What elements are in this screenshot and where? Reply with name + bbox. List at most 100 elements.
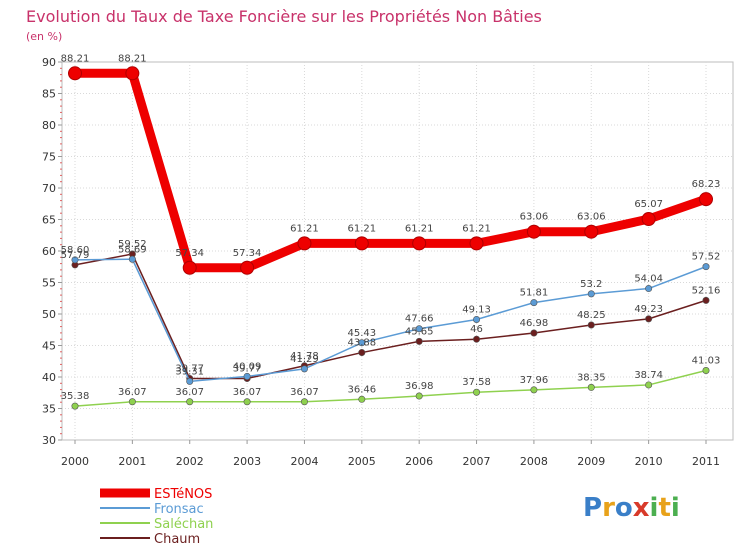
y-tick-label: 40	[42, 371, 56, 384]
data-point	[300, 365, 308, 373]
data-point	[702, 367, 710, 375]
data-point	[415, 392, 423, 400]
data-point	[128, 398, 136, 406]
data-point	[530, 299, 538, 307]
data-point	[300, 398, 308, 406]
y-tick-label: 50	[42, 308, 56, 321]
data-point	[68, 66, 82, 81]
data-label: 39.77	[233, 363, 262, 374]
data-label: 88.21	[61, 53, 90, 64]
data-point	[186, 398, 194, 406]
data-label: 57.34	[175, 248, 204, 259]
x-tick-label: 2005	[348, 455, 376, 468]
data-label: 54.04	[634, 274, 663, 285]
data-label: 61.21	[290, 223, 319, 234]
data-point	[702, 296, 710, 304]
data-label: 47.66	[405, 314, 434, 325]
data-label: 35.38	[61, 391, 90, 402]
data-point	[530, 386, 538, 394]
data-label: 57.52	[692, 252, 721, 263]
data-label: 46	[470, 324, 483, 335]
data-point	[645, 381, 653, 389]
data-label: 53.2	[580, 279, 602, 290]
data-label: 36.07	[175, 387, 204, 398]
data-label: 39.31	[175, 366, 204, 377]
legend-label: Saléchan	[154, 517, 213, 532]
data-label: 49.23	[634, 304, 663, 315]
y-tick-label: 75	[42, 151, 56, 164]
data-point	[587, 321, 595, 329]
x-tick-label: 2009	[577, 455, 605, 468]
x-tick-label: 2000	[61, 455, 89, 468]
y-tick-label: 45	[42, 340, 56, 353]
data-point	[358, 395, 366, 403]
x-tick-label: 2001	[118, 455, 146, 468]
data-point	[587, 383, 595, 391]
x-tick-label: 2007	[463, 455, 491, 468]
y-tick-label: 60	[42, 245, 56, 258]
data-label: 43.88	[347, 338, 376, 349]
x-tick-label: 2011	[692, 455, 720, 468]
series-line-esténos	[75, 68, 708, 273]
data-point	[702, 263, 710, 271]
data-label: 45.65	[405, 326, 434, 337]
data-label: 37.96	[520, 375, 549, 386]
data-label: 59.52	[118, 239, 147, 250]
data-label: 63.06	[520, 212, 549, 223]
data-label: 38.74	[634, 370, 663, 381]
data-point	[473, 315, 481, 323]
legend-label: Chaum	[154, 532, 200, 547]
brand-letter: x	[633, 493, 650, 523]
brand-letter: P	[583, 493, 602, 523]
data-label: 45.43	[347, 328, 376, 339]
data-label: 52.16	[692, 285, 721, 296]
brand-letter: i	[650, 493, 659, 523]
y-tick-label: 70	[42, 182, 56, 195]
data-point	[128, 255, 136, 263]
data-point	[415, 337, 423, 345]
brand-letter: i	[671, 493, 680, 523]
x-tick-label: 2003	[233, 455, 261, 468]
series-line-saléchan	[74, 369, 707, 407]
data-label: 61.21	[462, 223, 491, 234]
x-tick-label: 2006	[405, 455, 433, 468]
data-label: 57.79	[61, 250, 90, 261]
data-point	[243, 372, 251, 380]
brand-letter: r	[602, 493, 615, 523]
y-tick-label: 80	[42, 119, 56, 132]
data-label: 57.34	[233, 248, 262, 259]
data-label: 40.09	[233, 361, 262, 372]
data-label: 36.07	[233, 387, 262, 398]
data-label: 88.21	[118, 53, 147, 64]
data-label: 41.78	[290, 351, 319, 362]
data-label: 38.35	[577, 372, 606, 383]
data-point	[243, 398, 251, 406]
data-label: 37.58	[462, 377, 491, 388]
chart-title: Evolution du Taux de Taxe Foncière sur l…	[26, 7, 542, 26]
data-label: 58.60	[61, 245, 90, 256]
data-label: 65.07	[634, 199, 663, 210]
data-label: 51.81	[520, 288, 549, 299]
data-point	[358, 339, 366, 347]
y-tick-label: 85	[42, 88, 56, 101]
series-line-fronsac	[74, 258, 707, 383]
y-tick-label: 65	[42, 214, 56, 227]
data-label: 48.25	[577, 310, 606, 321]
data-point	[469, 236, 484, 251]
data-point	[415, 325, 423, 333]
data-label: 61.21	[347, 223, 376, 234]
data-label: 39.77	[175, 363, 204, 374]
data-label: 49.13	[462, 304, 491, 315]
data-point	[584, 224, 599, 239]
data-point	[645, 285, 653, 293]
x-tick-label: 2008	[520, 455, 548, 468]
x-tick-label: 2010	[635, 455, 663, 468]
data-point	[473, 335, 481, 343]
data-label: 46.98	[520, 318, 549, 329]
data-point	[182, 260, 197, 275]
data-point	[240, 260, 255, 275]
data-point	[354, 236, 369, 251]
data-point	[530, 329, 538, 337]
